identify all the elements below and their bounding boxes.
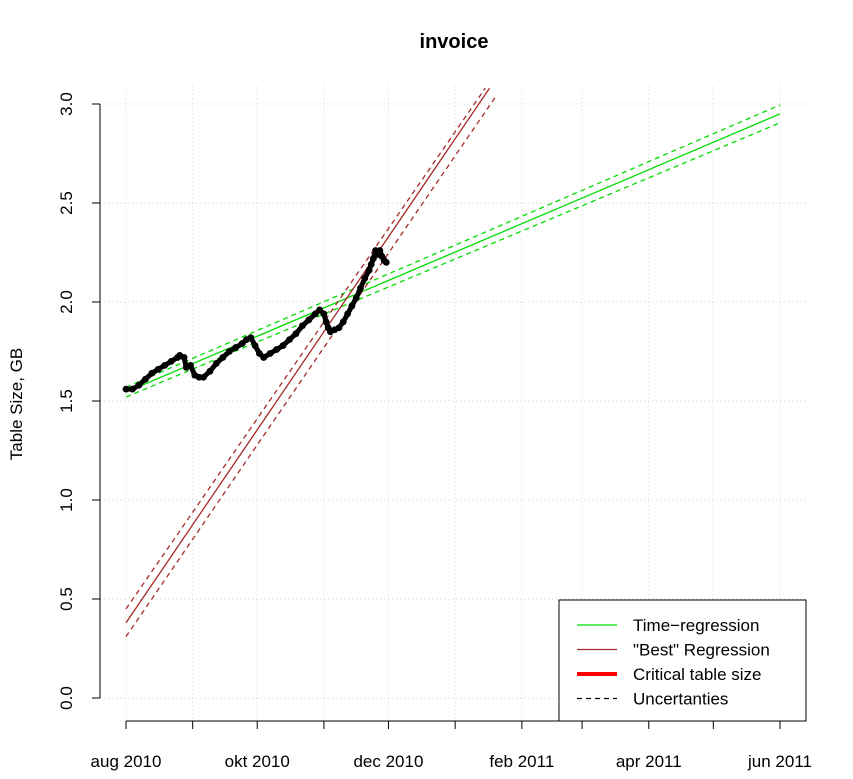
y-tick-label: 0.0 — [57, 686, 76, 710]
uncertainty-line — [125, 122, 781, 398]
data-point — [286, 336, 293, 344]
data-point — [348, 302, 356, 310]
data-point — [135, 381, 143, 389]
data-point — [180, 354, 188, 361]
data-point — [212, 359, 220, 367]
data-point — [292, 330, 300, 338]
legend-label: Time−regression — [633, 616, 759, 635]
data-point — [339, 318, 347, 326]
data-point — [167, 358, 175, 365]
y-tick-label: 1.5 — [57, 389, 76, 413]
data-point — [357, 284, 364, 292]
data-point — [370, 255, 377, 262]
data-points — [122, 247, 390, 393]
x-tick-label: jun 2011 — [747, 752, 812, 771]
y-tick-label: 0.5 — [57, 587, 76, 611]
x-tick-label: dec 2010 — [353, 752, 423, 771]
uncertainty-line — [125, 87, 486, 610]
uncertainty-line — [125, 104, 781, 388]
x-tick-label: okt 2010 — [225, 752, 290, 771]
data-point — [335, 324, 343, 332]
y-tick-label: 2.5 — [57, 191, 76, 215]
data-point — [322, 318, 330, 326]
data-point — [232, 344, 240, 351]
data-point — [344, 310, 351, 318]
y-tick-label: 2.0 — [57, 290, 76, 314]
y-axis-label: Table Size, GB — [7, 348, 26, 460]
y-tick-label: 1.0 — [57, 488, 76, 512]
x-tick-label: feb 2011 — [489, 752, 554, 771]
data-point — [311, 310, 319, 318]
y-axis: 0.0 0.5 1.0 1.5 2.0 2.5 3.0 — [57, 92, 101, 710]
data-point — [316, 306, 324, 314]
data-point — [247, 334, 255, 342]
data-point — [148, 369, 156, 377]
x-tick-label: aug 2010 — [91, 752, 162, 771]
data-point — [299, 322, 306, 330]
data-point — [200, 373, 207, 381]
data-point — [367, 260, 375, 268]
data-point — [251, 342, 259, 349]
data-point — [305, 316, 313, 324]
uncertainty-line — [125, 95, 497, 637]
data-point — [206, 367, 214, 375]
data-point — [122, 385, 130, 393]
data-point — [154, 365, 162, 373]
data-point — [376, 247, 384, 254]
chart-title: invoice — [420, 31, 489, 53]
x-tick-label: apr 2011 — [616, 752, 682, 771]
regression-line — [125, 113, 781, 393]
data-point — [365, 266, 373, 274]
series-lines — [125, 87, 781, 637]
data-point — [320, 310, 328, 318]
data-point — [255, 350, 263, 357]
data-point — [279, 342, 287, 349]
data-point — [225, 348, 233, 355]
data-point — [273, 346, 280, 353]
data-point — [361, 274, 369, 282]
data-point — [141, 375, 149, 383]
legend-label: Uncertanties — [633, 690, 728, 709]
legend: Time−regression "Best" Regression Critical… — [558, 599, 807, 722]
data-point — [266, 350, 274, 357]
data-point — [161, 361, 169, 369]
data-point — [260, 354, 268, 361]
data-point — [382, 259, 390, 266]
legend-box — [558, 599, 807, 722]
legend-label: "Best" Regression — [633, 641, 770, 660]
legend-label: Critical table size — [633, 665, 762, 684]
data-point — [187, 361, 194, 369]
data-point — [238, 340, 246, 347]
y-tick-label: 3.0 — [57, 92, 76, 116]
x-axis: aug 2010 okt 2010 dec 2010 feb 2011 apr 2011… — [91, 720, 812, 771]
data-point — [219, 354, 227, 361]
grid — [100, 86, 806, 721]
data-point — [129, 385, 136, 393]
regression-line — [125, 87, 491, 624]
data-point — [352, 294, 360, 302]
